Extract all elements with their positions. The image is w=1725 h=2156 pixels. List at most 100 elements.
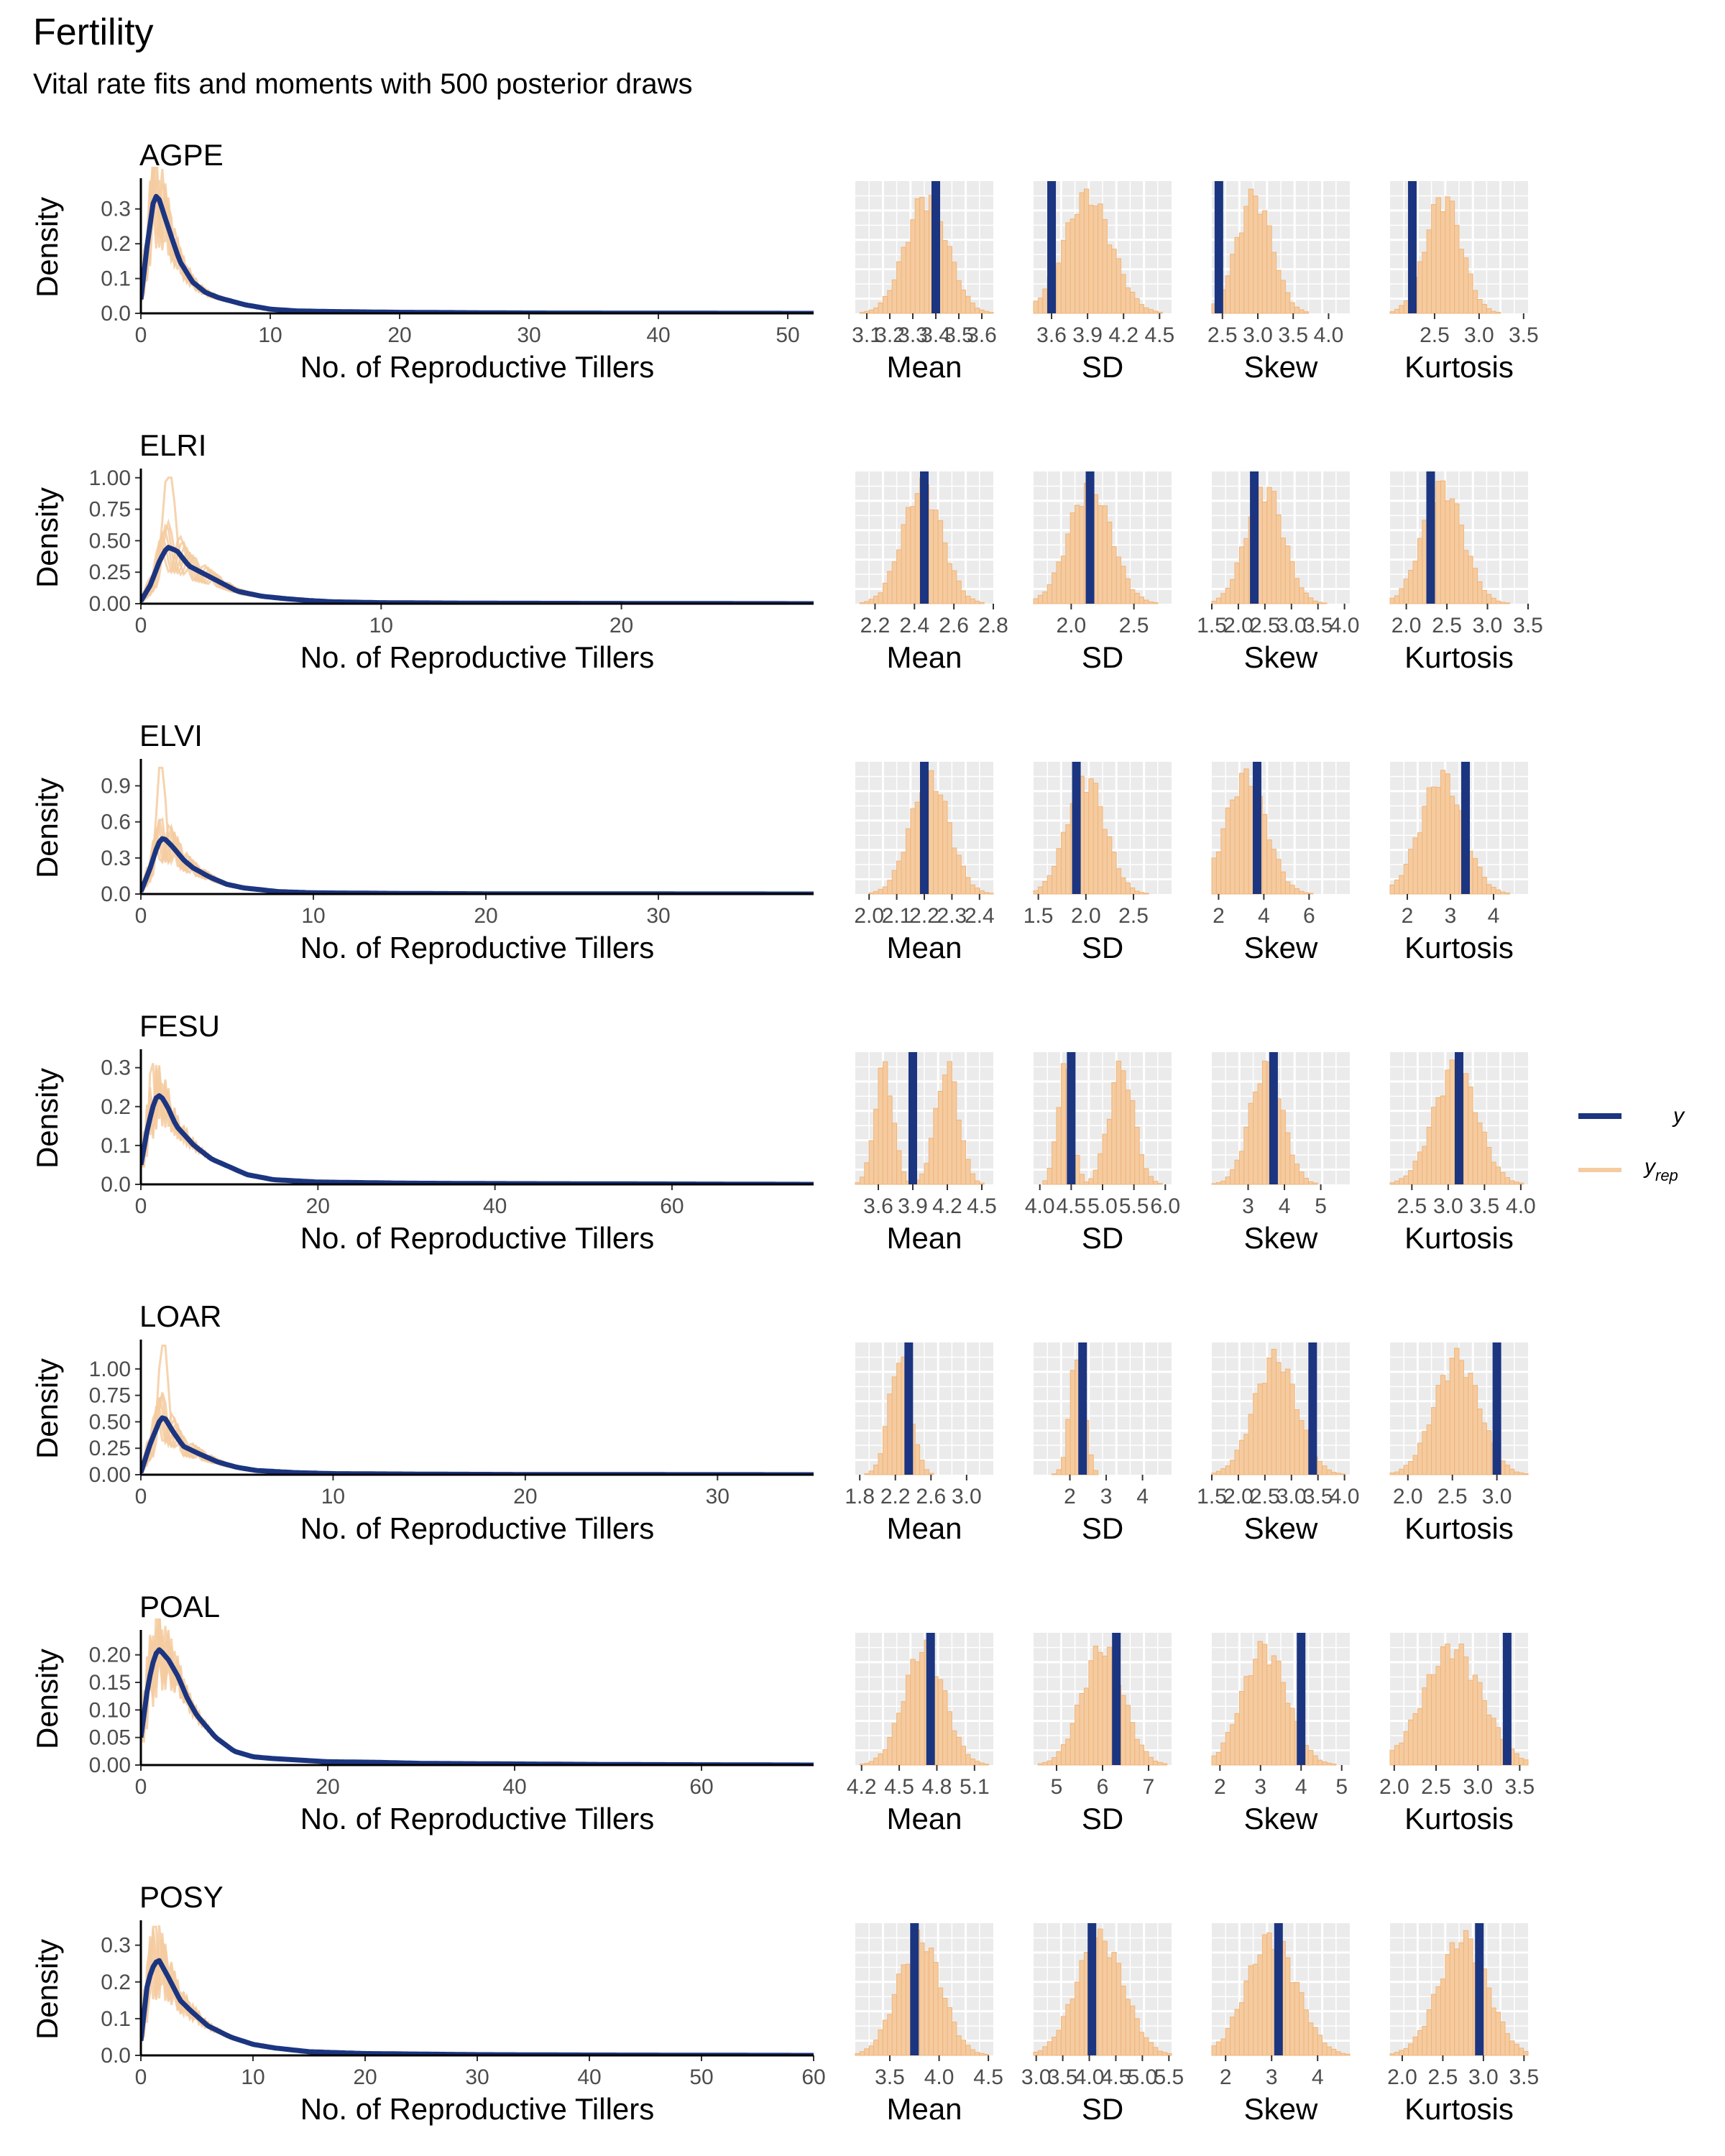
- histogram-bar: [1417, 261, 1423, 314]
- histogram-bar: [1431, 1107, 1437, 1185]
- histogram-bar: [1225, 275, 1231, 314]
- histogram-bar: [974, 1761, 980, 1766]
- histogram-bar: [919, 1174, 925, 1185]
- histogram-bar: [1330, 1764, 1337, 1766]
- histogram-bar: [1125, 1999, 1131, 2056]
- histogram-bar: [1144, 307, 1149, 314]
- moment-panel-mean: 4.2 4.5 4.8 5.1 Mean: [847, 1633, 993, 1835]
- histogram-bar: [1514, 1181, 1519, 1185]
- histogram-bar: [1098, 1928, 1103, 2056]
- histogram-bar: [1225, 807, 1231, 895]
- histogram-bar: [1079, 1692, 1085, 1766]
- histogram-bar: [970, 1759, 975, 1766]
- histogram-bar: [1037, 298, 1044, 314]
- histogram-bar: [979, 2053, 985, 2056]
- histogram-bar: [1435, 1666, 1441, 1766]
- x-tick-label: 0: [135, 1775, 147, 1799]
- x-tick-label: 0: [135, 2065, 147, 2089]
- histogram-bar: [1458, 1360, 1464, 1475]
- moment-panel-sd: 2.0 2.5 SD: [1033, 471, 1172, 674]
- moment-label: SD: [1082, 1802, 1123, 1835]
- histogram-bar: [1440, 770, 1446, 895]
- x-tick-label: 3.5: [1470, 1194, 1500, 1218]
- histogram-bar: [1449, 201, 1455, 314]
- x-tick-label: 3: [1266, 2065, 1278, 2089]
- yrep-density-line: [141, 1618, 814, 1765]
- histogram-bar: [1408, 1170, 1414, 1185]
- histogram-bar: [1098, 505, 1103, 604]
- x-tick-label: 2.6: [916, 1485, 946, 1508]
- histogram-bar: [928, 1138, 934, 1185]
- histogram-bar: [864, 1473, 870, 1475]
- moment-panel-skew: 2.5 3.0 3.5 4.0 Skew: [1208, 181, 1350, 384]
- histogram-bar: [960, 1746, 967, 1766]
- observed-stat-line: [1492, 1342, 1501, 1475]
- histogram-bar: [1253, 195, 1259, 314]
- moment-panel-kurtosis: 2.0 2.5 3.0 Kurtosis: [1389, 1342, 1529, 1545]
- histogram-bar: [1211, 601, 1217, 604]
- histogram-bar: [1070, 512, 1076, 604]
- histogram-bar: [1440, 211, 1446, 314]
- histogram-bar: [1280, 1110, 1286, 1185]
- x-tick-label: 3: [1100, 1485, 1113, 1508]
- histogram-bar: [887, 1393, 893, 1475]
- histogram-bar: [1440, 1095, 1446, 1185]
- histogram-bar: [1514, 1471, 1519, 1475]
- yrep-density-line: [141, 1397, 814, 1475]
- histogram-bar: [901, 1171, 906, 1185]
- histogram-bar: [942, 240, 948, 314]
- moment-label: SD: [1082, 2092, 1123, 2126]
- x-tick-label: 3.5: [944, 323, 974, 347]
- histogram-bar: [1088, 1454, 1094, 1475]
- x-tick-label: 4: [1136, 1485, 1149, 1508]
- moment-panel-sd: 2 3 4 SD: [1034, 1342, 1172, 1545]
- histogram-bar: [1307, 893, 1314, 895]
- histogram-bar: [1257, 213, 1263, 314]
- histogram-bar: [1225, 587, 1231, 604]
- histogram-bar: [1463, 1073, 1469, 1185]
- histogram-bar: [1060, 2016, 1067, 2056]
- observed-stat-line: [1067, 1052, 1076, 1184]
- histogram-bar: [1243, 1676, 1249, 1766]
- legend-yrep-subscript: rep: [1655, 1166, 1678, 1184]
- histogram-bar: [1523, 1473, 1529, 1475]
- y-density-line: [141, 1647, 814, 1765]
- histogram-bar: [1238, 1439, 1245, 1475]
- histogram-bar: [1472, 857, 1478, 895]
- histogram-bar: [1299, 1992, 1305, 2056]
- histogram-bar: [1088, 1660, 1094, 1766]
- moment-label: Kurtosis: [1404, 350, 1514, 384]
- histogram-bar: [1412, 1713, 1418, 1766]
- x-tick-label: 2.4: [899, 614, 929, 637]
- x-tick-label: 3.0: [1276, 1485, 1307, 1508]
- histogram-bar: [1284, 545, 1291, 604]
- histogram-bar: [965, 1158, 971, 1185]
- moment-label: Mean: [886, 1511, 962, 1545]
- histogram-bar: [983, 892, 990, 895]
- histogram-bar: [1121, 1986, 1126, 2056]
- histogram-bar: [914, 1444, 921, 1475]
- histogram-bar: [1403, 1465, 1409, 1475]
- x-tick-label: 20: [353, 2065, 377, 2089]
- histogram-bar: [1148, 1176, 1154, 1185]
- histogram-bar: [1435, 1986, 1441, 2056]
- histogram-bar: [956, 580, 962, 604]
- histogram-bar: [928, 1473, 934, 1475]
- y-tick-label: 0.00: [89, 1463, 131, 1487]
- histogram-bar: [951, 1730, 957, 1766]
- yrep-lines: [141, 766, 814, 894]
- histogram-bar: [901, 1964, 906, 2056]
- histogram-bar: [1463, 257, 1469, 314]
- y-tick-label: 0.3: [101, 1934, 131, 1958]
- x-tick-label: 3.2: [875, 323, 905, 347]
- x-tick-label: 5.1: [960, 1775, 990, 1799]
- observed-stat-line: [1308, 1342, 1317, 1475]
- histogram-bar: [979, 890, 985, 895]
- x-tick-label: 4: [1488, 904, 1500, 928]
- histogram-bar: [1129, 589, 1136, 604]
- histogram-bar: [1514, 1753, 1519, 1766]
- x-tick-label: 5.0: [1128, 2065, 1158, 2089]
- x-tick-label: 0: [135, 614, 147, 637]
- x-tick-label: 40: [483, 1194, 507, 1218]
- histogram-bar: [1472, 1385, 1478, 1475]
